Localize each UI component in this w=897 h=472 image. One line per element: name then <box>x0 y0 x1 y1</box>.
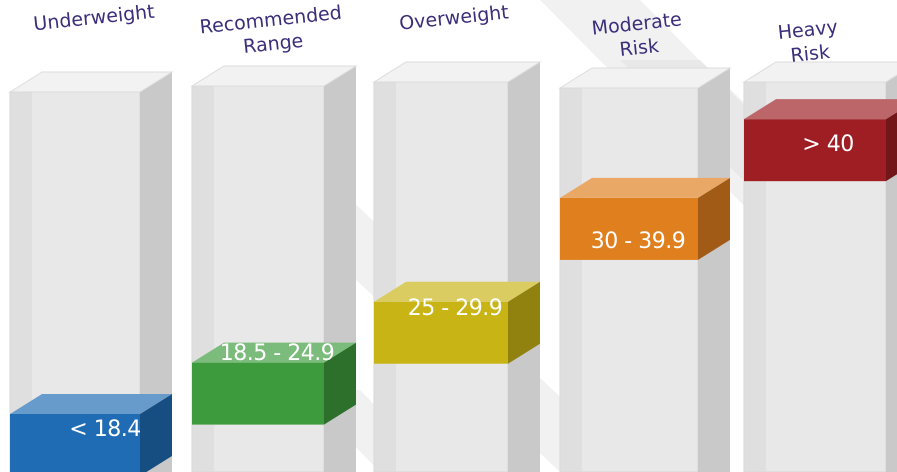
level-block-overweight-side <box>508 281 540 364</box>
level-block-moderate-risk-top <box>560 177 730 198</box>
level-block-overweight-front <box>374 301 508 364</box>
column-underweight-shade <box>10 92 32 472</box>
column-overweight-shade <box>374 82 396 472</box>
level-block-moderate-risk-front <box>560 197 698 260</box>
level-block-recommended-range-side <box>324 342 356 425</box>
range-label-heavy-risk: > 40 <box>802 132 854 157</box>
column-moderate-risk-top <box>558 67 732 89</box>
level-block-heavy-risk-side <box>886 112 897 182</box>
column-overweight-top <box>372 61 542 83</box>
level-block-heavy-risk-front <box>744 119 886 182</box>
level-block-heavy-risk-top <box>744 99 897 120</box>
column-overweight-front <box>373 81 509 472</box>
range-label-overweight: 25 - 29.9 <box>407 296 503 321</box>
column-heavy-risk-top <box>742 61 897 83</box>
level-block-moderate-risk-side <box>698 177 730 260</box>
column-moderate-risk-shade <box>560 88 582 472</box>
column-underweight-top <box>8 71 174 93</box>
column-underweight-side <box>140 72 172 472</box>
range-label-moderate-risk: 30 - 39.9 <box>590 229 686 254</box>
level-block-overweight-top <box>374 281 540 302</box>
range-label-recommended-range: 18.5 - 24.9 <box>219 341 335 366</box>
level-block-underweight-front <box>10 414 140 472</box>
level-block-underweight-top <box>10 394 172 414</box>
column-overweight-side <box>508 62 540 472</box>
range-label-underweight: < 18.4 <box>69 417 141 442</box>
level-block-recommended-range-front <box>192 362 324 425</box>
level-block-recommended-range-top <box>192 342 356 363</box>
level-block-underweight-side <box>140 394 172 472</box>
column-moderate-risk-side <box>698 68 730 472</box>
column-moderate-risk-front <box>559 87 699 472</box>
column-recommended-range-top <box>190 65 358 87</box>
